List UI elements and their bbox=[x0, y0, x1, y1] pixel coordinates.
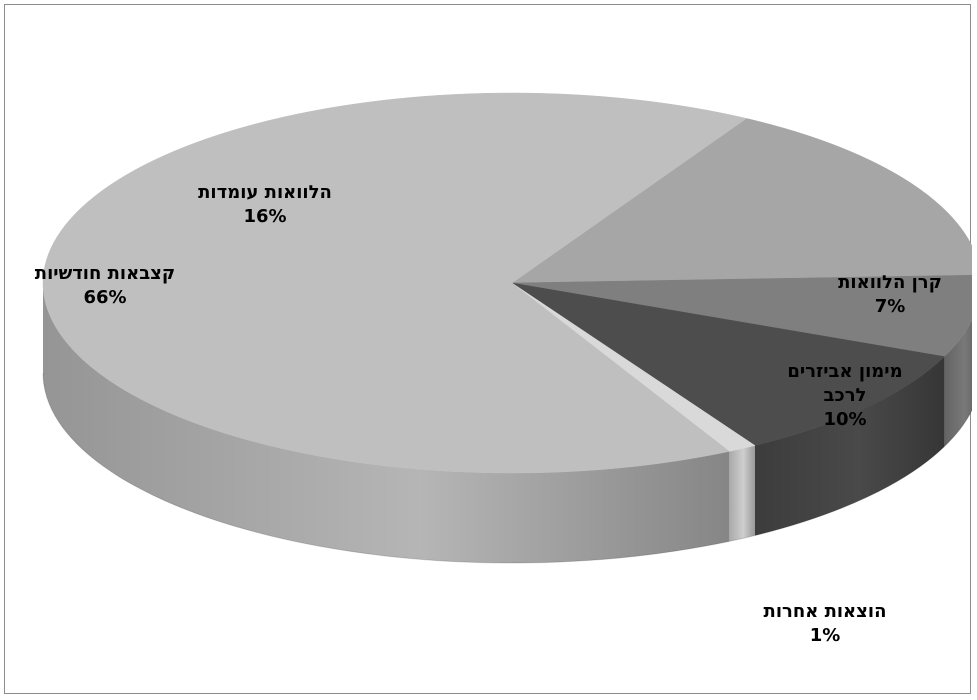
pie-chart: הלוואות עומדות 16% קרן הלוואות 7% מימון אביז… bbox=[35, 92, 972, 646]
pie-slice-side-shade bbox=[944, 319, 972, 447]
slice-data-label: הוצאות אחרות 1% bbox=[764, 601, 887, 646]
pie-base-edge bbox=[42, 372, 972, 564]
slice-data-label: מימון אביזרים לרכב 10% bbox=[787, 361, 902, 430]
pie-slice-side-shade bbox=[729, 445, 755, 542]
pie-slice-side-shade bbox=[754, 356, 945, 536]
pie-slice bbox=[511, 274, 972, 357]
pie-slice-side-shade bbox=[43, 283, 730, 563]
pie-slice bbox=[511, 282, 945, 446]
pie-slice bbox=[42, 92, 748, 474]
slice-data-label: קצבאות חודשיות 66% bbox=[35, 263, 175, 308]
slice-data-label: הלוואות עומדות 16% bbox=[198, 182, 332, 227]
chart-frame: הלוואות עומדות 16% קרן הלוואות 7% מימון אביז… bbox=[4, 4, 972, 694]
slice-data-label: קרן הלוואות 7% bbox=[838, 272, 942, 317]
pie-slice bbox=[511, 118, 972, 284]
